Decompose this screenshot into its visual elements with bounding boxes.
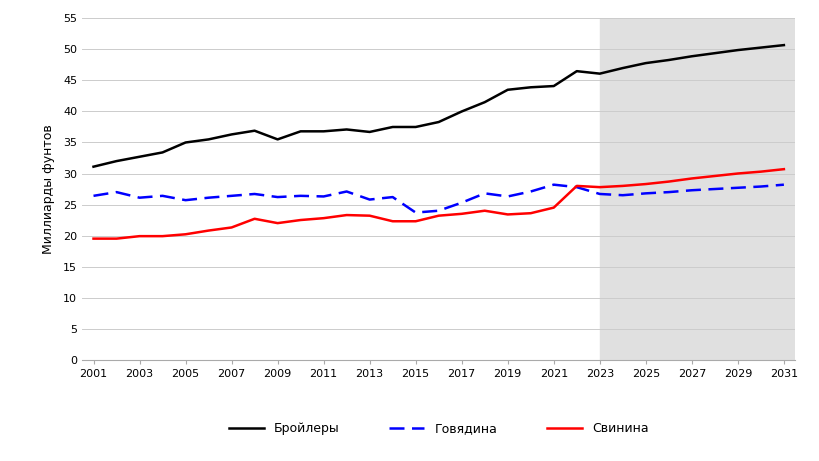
Свинина bbox=[709, 173, 719, 179]
Свинина bbox=[778, 166, 788, 172]
Говядина bbox=[319, 194, 328, 199]
Говядина bbox=[548, 182, 558, 188]
Свинина bbox=[249, 216, 259, 222]
Бройлеры bbox=[88, 164, 98, 170]
Свинина bbox=[180, 231, 190, 237]
Бройлеры bbox=[342, 127, 351, 132]
Бройлеры bbox=[387, 124, 397, 130]
Свинина bbox=[226, 225, 236, 230]
Говядина bbox=[88, 193, 98, 199]
Бройлеры bbox=[640, 60, 650, 66]
Говядина bbox=[594, 191, 604, 197]
Бройлеры bbox=[180, 140, 190, 145]
Line: Бройлеры: Бройлеры bbox=[93, 45, 783, 167]
Бройлеры bbox=[525, 84, 535, 90]
Свинина bbox=[410, 219, 420, 224]
Line: Говядина: Говядина bbox=[93, 185, 783, 213]
Свинина bbox=[203, 228, 213, 233]
Говядина bbox=[387, 194, 397, 200]
Свинина bbox=[548, 205, 558, 210]
Legend: Бройлеры, Говядина, Свинина: Бройлеры, Говядина, Свинина bbox=[224, 417, 653, 440]
Бройлеры bbox=[479, 100, 489, 105]
Бройлеры bbox=[249, 128, 259, 134]
Свинина bbox=[525, 210, 535, 216]
Свинина bbox=[111, 236, 121, 242]
Бройлеры bbox=[157, 150, 167, 155]
Говядина bbox=[732, 185, 742, 190]
Бройлеры bbox=[618, 65, 627, 71]
Говядина bbox=[686, 188, 696, 193]
Свинина bbox=[663, 179, 673, 184]
Бройлеры bbox=[548, 83, 558, 89]
Бройлеры bbox=[502, 87, 512, 93]
Говядина bbox=[663, 189, 673, 195]
Говядина bbox=[709, 186, 719, 192]
Говядина bbox=[180, 197, 190, 203]
Бройлеры bbox=[732, 47, 742, 53]
Свинина bbox=[342, 213, 351, 218]
Говядина bbox=[273, 194, 283, 200]
Свинина bbox=[273, 220, 283, 226]
Свинина bbox=[296, 217, 305, 223]
Свинина bbox=[618, 183, 627, 189]
Говядина bbox=[618, 192, 627, 198]
Свинина bbox=[433, 213, 443, 219]
Говядина bbox=[226, 193, 236, 199]
Бройлеры bbox=[134, 154, 144, 160]
Бройлеры bbox=[433, 119, 443, 125]
Говядина bbox=[296, 193, 305, 199]
Говядина bbox=[640, 190, 650, 196]
Бройлеры bbox=[203, 136, 213, 142]
Свинина bbox=[571, 183, 581, 189]
Говядина bbox=[502, 194, 512, 199]
Говядина bbox=[456, 200, 466, 206]
Бройлеры bbox=[456, 109, 466, 114]
Говядина bbox=[525, 189, 535, 194]
Бройлеры bbox=[594, 71, 604, 77]
Бройлеры bbox=[755, 45, 765, 50]
Бройлеры bbox=[686, 53, 696, 59]
Бройлеры bbox=[709, 50, 719, 56]
Свинина bbox=[456, 211, 466, 217]
Свинина bbox=[755, 169, 765, 174]
Бройлеры bbox=[319, 129, 328, 134]
Свинина bbox=[640, 181, 650, 187]
Свинина bbox=[134, 233, 144, 239]
Говядина bbox=[364, 197, 374, 202]
Свинина bbox=[502, 212, 512, 217]
Y-axis label: Миллиарды фунтов: Миллиарды фунтов bbox=[42, 124, 55, 254]
Line: Свинина: Свинина bbox=[93, 169, 783, 239]
Говядина bbox=[111, 189, 121, 195]
Бройлеры bbox=[111, 158, 121, 164]
Свинина bbox=[594, 184, 604, 190]
Говядина bbox=[755, 184, 765, 189]
Бройлеры bbox=[364, 129, 374, 135]
Свинина bbox=[479, 208, 489, 213]
Свинина bbox=[686, 176, 696, 181]
Бройлеры bbox=[296, 129, 305, 134]
Говядина bbox=[571, 184, 581, 190]
Говядина bbox=[203, 195, 213, 201]
Свинина bbox=[157, 233, 167, 239]
Свинина bbox=[319, 215, 328, 221]
Бройлеры bbox=[663, 57, 673, 63]
Говядина bbox=[134, 195, 144, 201]
Говядина bbox=[778, 182, 788, 188]
Бройлеры bbox=[571, 68, 581, 74]
Свинина bbox=[88, 236, 98, 242]
Свинина bbox=[732, 171, 742, 176]
Говядина bbox=[410, 210, 420, 215]
Свинина bbox=[387, 219, 397, 224]
Бройлеры bbox=[273, 136, 283, 142]
Bar bbox=[599, 18, 794, 360]
Говядина bbox=[433, 208, 443, 213]
Говядина bbox=[157, 193, 167, 199]
Говядина bbox=[479, 190, 489, 196]
Бройлеры bbox=[226, 132, 236, 137]
Бройлеры bbox=[410, 124, 420, 130]
Говядина bbox=[249, 191, 259, 197]
Говядина bbox=[342, 189, 351, 194]
Бройлеры bbox=[778, 42, 788, 48]
Свинина bbox=[364, 213, 374, 219]
